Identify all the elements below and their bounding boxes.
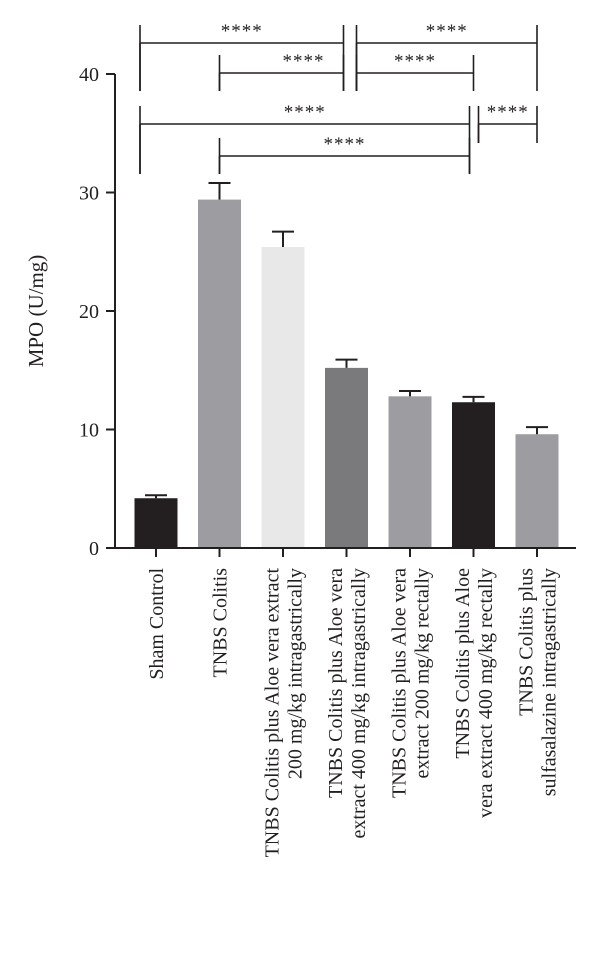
bar [134,498,178,548]
y-ticks: 0 10 20 30 40 [79,64,115,560]
x-tick-label-line: Sham Control [146,568,168,680]
x-tick-label-line: TNBS Colitis plus Aloe vera extract [262,568,284,858]
significance-stars: **** [283,51,325,72]
x-tick-label: TNBS Colitis plus Aloe veraextract 400 m… [325,568,370,839]
x-tick-label-line: TNBS Colitis plus Aloe vera [389,568,411,798]
x-tick-label: TNBS Colitis plussulfasalazine intragast… [516,568,561,796]
x-tick-label-line: TNBS Colitis plus Aloe vera [325,568,347,798]
x-tick-label-line: sulfasalazine intragastrically [539,568,561,796]
x-tick-label-line: extract 400 mg/kg intragastrically [348,568,370,838]
significance-stars: **** [284,102,326,123]
bar [515,434,559,548]
y-tick-label: 20 [79,301,99,323]
significance-brackets: **** **** **** **** **** **** **** [139,21,538,174]
x-tick-labels: Sham Control TNBS Colitis TNBS Colitis plu… [146,568,561,858]
x-tick-label: TNBS Colitis [210,568,232,678]
significance-stars: **** [426,21,468,42]
bar [325,367,368,548]
x-tick-label-line: TNBS Colitis plus [516,568,538,716]
x-tick-label-line: 200 mg/kg intragastrically [285,568,307,779]
significance-stars: **** [324,134,366,155]
significance-stars: **** [394,51,436,72]
bar [388,396,432,548]
bar [198,199,241,549]
x-tick-label: TNBS Colitis plus Aloe vera extract200 m… [262,568,307,858]
x-tick-label: TNBS Colitis plus Aloe veraextract 200 m… [389,568,434,798]
bar [452,402,495,548]
y-tick-label: 10 [79,420,99,442]
significance-stars: **** [221,21,263,42]
y-tick-label: 40 [79,64,99,86]
bar [261,247,305,548]
x-tick-label: Sham Control [146,568,168,680]
y-tick-label: 0 [89,538,99,560]
x-tick-label-line: extract 200 mg/kg rectally [412,568,434,778]
bars [134,182,559,549]
x-tick-label-line: vera extract 400 mg/kg rectally [475,568,497,818]
x-tick-label-line: TNBS Colitis [210,568,232,678]
y-axis-label: MPO (U/mg) [24,255,48,368]
significance-stars: **** [487,102,529,123]
y-tick-label: 30 [79,183,99,205]
x-tick-label: TNBS Colitis plus Aloevera extract 400 m… [452,568,497,818]
x-tick-label-line: TNBS Colitis plus Aloe [452,568,474,759]
